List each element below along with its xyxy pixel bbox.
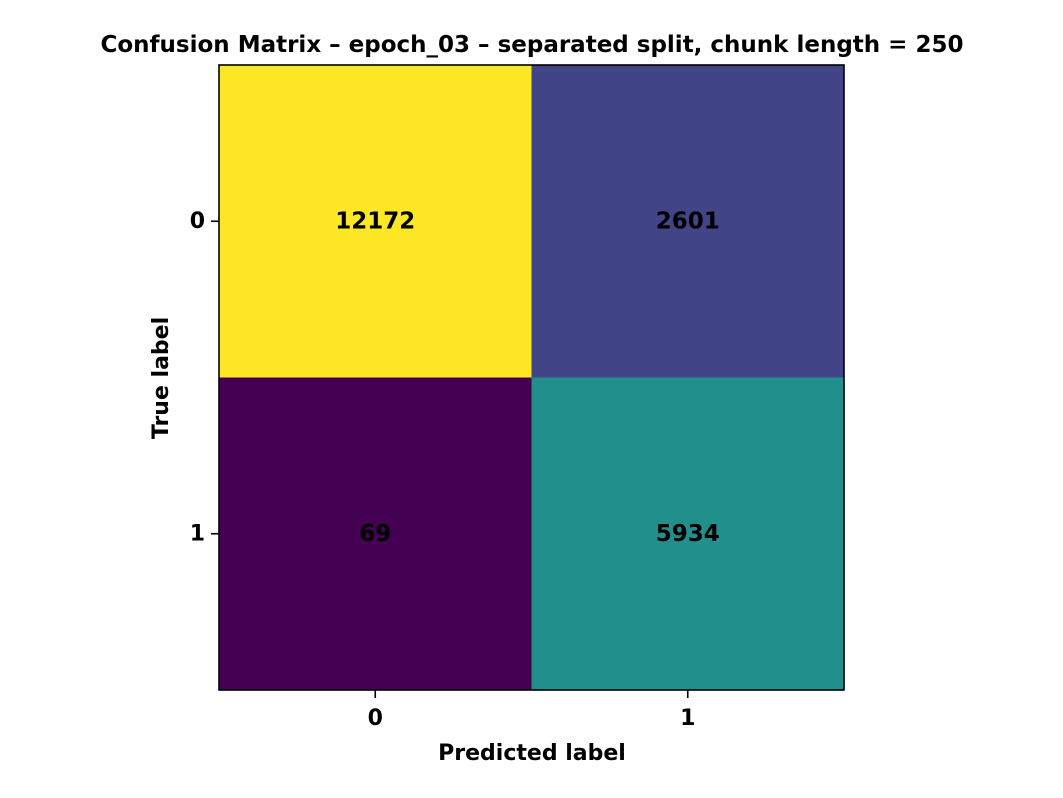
y-tick-label: 1	[190, 521, 205, 546]
plot-frame	[218, 64, 845, 691]
cell-value-label: 2601	[656, 208, 720, 234]
cell-value-label: 5934	[656, 521, 720, 547]
cell-value-label: 12172	[335, 208, 415, 234]
heatmap-cell	[531, 377, 845, 691]
chart-title: Confusion Matrix – epoch_03 – separated …	[101, 32, 964, 58]
heatmap-cell	[219, 377, 532, 691]
y-axis-ticks: 01	[190, 209, 219, 546]
cell-value-label: 69	[359, 521, 391, 547]
y-axis-label: True label	[149, 317, 174, 439]
heatmap-cell	[219, 65, 532, 378]
y-tick-label: 0	[190, 209, 205, 234]
x-tick-label: 1	[680, 706, 695, 731]
heatmap-cell-labels: 12172 2601 69 5934	[335, 208, 720, 547]
x-axis-label: Predicted label	[438, 741, 626, 766]
x-tick-label: 0	[368, 706, 383, 731]
heatmap-cells	[219, 65, 845, 691]
heatmap-cell	[531, 65, 845, 378]
